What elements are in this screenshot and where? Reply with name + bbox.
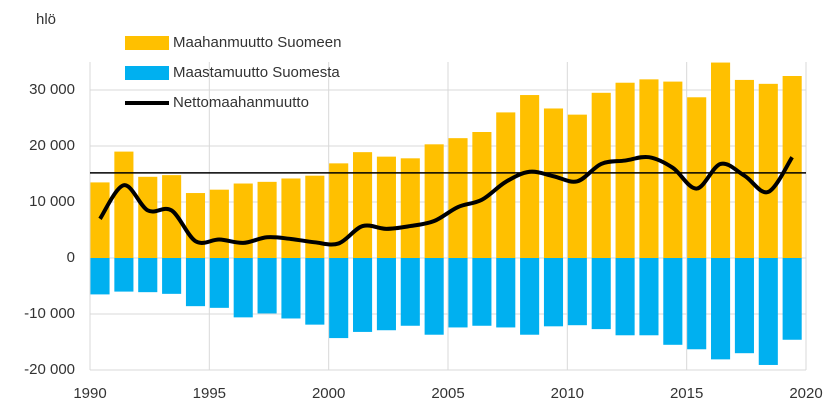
bar <box>782 258 802 340</box>
y-axis-label: hlö <box>36 11 56 28</box>
bar <box>520 258 540 335</box>
y-tick-label: 10 000 <box>29 193 75 210</box>
bar <box>734 258 754 354</box>
y-tick-label: 0 <box>67 249 75 266</box>
legend-label: Maastamuutto Suomesta <box>173 64 340 81</box>
bar <box>472 258 492 326</box>
bar <box>305 258 325 325</box>
y-tick-label: -20 000 <box>24 361 75 378</box>
bar <box>185 258 206 307</box>
bar <box>353 258 373 332</box>
bar <box>567 114 587 258</box>
bar <box>185 193 206 258</box>
bar <box>209 258 229 308</box>
bar <box>639 79 659 258</box>
bar <box>400 258 420 326</box>
bar <box>472 132 492 258</box>
x-tick-label: 2015 <box>670 385 703 402</box>
x-tick-label: 1990 <box>73 385 106 402</box>
bar <box>758 258 778 365</box>
bar <box>591 258 611 330</box>
bar <box>162 258 182 294</box>
bar <box>233 183 253 258</box>
legend-label: Maahanmuutto Suomeen <box>173 34 341 51</box>
bar <box>424 144 444 258</box>
bar <box>376 258 396 331</box>
bar <box>90 258 110 295</box>
y-tick-label: 30 000 <box>29 81 75 98</box>
bar <box>591 92 611 258</box>
legend-label: Nettomaahanmuutto <box>173 94 309 111</box>
bar <box>281 178 301 258</box>
bar <box>615 258 635 336</box>
bar <box>448 258 468 328</box>
bar <box>305 175 325 258</box>
bar <box>448 138 468 258</box>
bar <box>663 258 683 345</box>
bar <box>711 258 731 360</box>
x-tick-label: 2010 <box>551 385 584 402</box>
bar <box>257 258 277 314</box>
bar <box>138 258 158 293</box>
bar <box>329 258 349 339</box>
x-tick-label: 2000 <box>312 385 345 402</box>
bar <box>138 176 158 258</box>
bar <box>400 158 420 258</box>
x-tick-label: 2005 <box>431 385 464 402</box>
bar <box>758 83 778 258</box>
bar <box>329 163 349 258</box>
bar <box>353 152 373 258</box>
bar <box>233 258 253 318</box>
x-tick-label: 1995 <box>193 385 226 402</box>
bar <box>615 82 635 258</box>
x-tick-label: 2020 <box>789 385 822 402</box>
bar <box>257 181 277 258</box>
bar <box>162 175 182 258</box>
bar <box>687 97 707 258</box>
bar <box>734 79 754 258</box>
bar <box>711 62 731 259</box>
bar <box>281 258 301 319</box>
legend-swatch <box>125 66 169 80</box>
y-tick-label: 20 000 <box>29 137 75 154</box>
bar <box>496 258 516 328</box>
bar <box>424 258 444 335</box>
bar <box>496 112 516 259</box>
bar <box>543 108 564 258</box>
y-tick-label: -10 000 <box>24 305 75 322</box>
line <box>98 154 794 247</box>
legend-swatch <box>125 36 169 50</box>
bar <box>567 258 587 326</box>
bar <box>376 156 396 258</box>
bar <box>687 258 707 350</box>
bar <box>90 182 110 258</box>
bar <box>639 258 659 336</box>
bar <box>114 151 134 258</box>
bar <box>114 258 134 292</box>
bar <box>543 258 564 327</box>
bar <box>520 95 540 258</box>
bar <box>209 189 229 258</box>
bar <box>782 76 802 258</box>
